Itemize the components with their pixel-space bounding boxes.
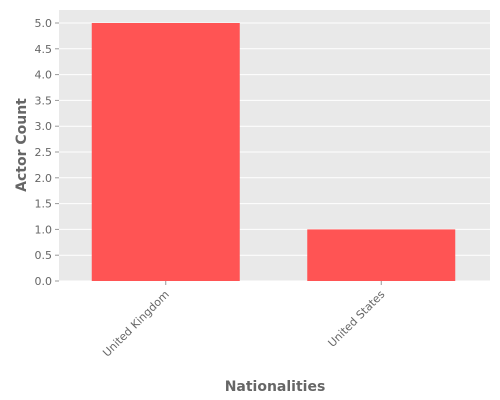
y-axis-ticks: 0.0 0.5 1.0 1.5 2.0 2.5 3.0 3.5 4.0 4.5 5.0 [35,17,59,288]
x-tick-label: United Kingdom [100,288,172,360]
y-tick-label: 3.5 [35,94,53,107]
y-tick-label: 5.0 [35,17,53,30]
y-tick-label: 2.5 [35,146,53,159]
bar-united-states [307,229,456,281]
y-tick-label: 4.5 [35,43,53,56]
y-tick-label: 1.0 [35,223,53,236]
y-tick-label: 3.0 [35,120,53,133]
y-tick-label: 4.0 [35,69,53,82]
y-tick-label: 1.5 [35,198,53,211]
y-tick-label: 2.0 [35,172,53,185]
x-tick-label: United States [325,288,387,350]
y-tick-label: 0.5 [35,249,53,262]
y-axis-title: Actor Count [14,98,30,192]
bars [91,23,456,281]
x-axis-ticks: United Kingdom United States [100,281,388,360]
x-axis-title: Nationalities [225,379,326,395]
y-tick-label: 0.0 [35,275,53,288]
bar-united-kingdom [91,23,240,281]
